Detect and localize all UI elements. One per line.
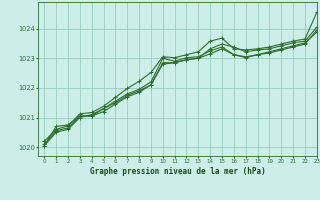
X-axis label: Graphe pression niveau de la mer (hPa): Graphe pression niveau de la mer (hPa)	[90, 167, 266, 176]
